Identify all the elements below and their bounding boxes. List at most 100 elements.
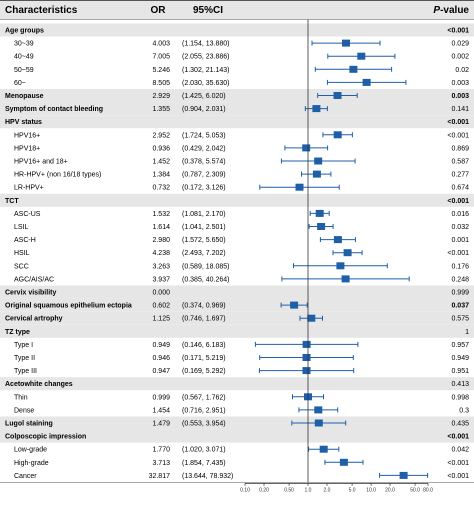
table-header: Characteristics OR 95%CI P-value	[5, 5, 469, 16]
row-p-value: 0.575	[451, 316, 469, 323]
row-or: 0.949	[152, 342, 170, 349]
row-label: HPV16+	[14, 132, 40, 139]
row-or: 1.355	[152, 106, 170, 113]
axis-tick-label: 20.0	[385, 487, 395, 493]
row-or: 1.770	[152, 447, 170, 454]
row-label: TZ type	[5, 329, 30, 336]
row-ci: (1.302, 21.143)	[182, 67, 229, 74]
or-marker	[302, 354, 311, 361]
row-label: 60~	[14, 80, 26, 87]
row-ci: (0.904, 2.031)	[182, 106, 226, 113]
row-label: Original squamous epithelium ectopia	[5, 303, 132, 310]
row-label: LSIL	[14, 224, 29, 231]
row-label: Menopause	[5, 93, 44, 100]
header-ci: 95%CI	[193, 5, 223, 16]
or-marker	[312, 170, 321, 178]
row-p-value: 0.277	[451, 172, 469, 179]
row-or: 4.238	[152, 250, 170, 257]
row-or: 0.947	[152, 368, 170, 375]
row-p-value: 1	[465, 329, 469, 336]
row-or: 1.532	[152, 211, 170, 218]
row-or: 32.817	[149, 473, 171, 480]
row-ci: (0.567, 1.762)	[182, 394, 226, 401]
row-or: 1.479	[152, 421, 170, 428]
table-rules	[0, 0, 474, 483]
or-marker	[314, 157, 323, 165]
row-or: 2.980	[152, 237, 170, 244]
axis-tick-label: 1.0	[305, 487, 312, 493]
row-label: Dense	[14, 407, 34, 414]
axis-tick-label: 0.10	[240, 487, 250, 493]
row-or: 0.999	[152, 394, 170, 401]
row-label: LR-HPV+	[14, 185, 44, 192]
row-or: 2.929	[152, 93, 170, 100]
axis-tick-label: 5.0	[349, 487, 356, 493]
row-ci: (0.553, 3.954)	[182, 421, 226, 428]
row-ci: (0.374, 0.969)	[182, 303, 226, 310]
section-shading	[0, 0, 474, 443]
axis-tick-label: 2.0	[324, 487, 331, 493]
row-p-value: <0.001	[447, 434, 469, 441]
x-axis: 0.10 0.20 0.50 1.0 2.0 5.0 10.0 20.0 50.0 80.0	[240, 482, 433, 493]
row-shade	[0, 89, 474, 102]
row-p-value: 0.032	[451, 224, 469, 231]
row-label: Cancer	[14, 473, 37, 480]
axis-tick-label: 0.50	[284, 487, 294, 493]
row-shade	[0, 298, 474, 312]
row-p-value: 0.951	[451, 368, 469, 375]
row-label: TCT	[5, 198, 19, 205]
or-marker	[343, 249, 352, 257]
row-or: 2.952	[152, 132, 170, 139]
row-or: 0.000	[152, 290, 170, 297]
row-p-value: 0.176	[451, 263, 469, 270]
row-label: AGC/AIS/AC	[14, 276, 54, 283]
row-p-value: 0.029	[451, 41, 469, 48]
row-or: 1.125	[152, 316, 170, 323]
row-shade	[0, 102, 474, 116]
or-marker	[333, 236, 342, 244]
row-ci: (13.644, 78.932)	[182, 473, 233, 480]
row-p-value: <0.001	[447, 28, 469, 35]
row-label: Type III	[14, 368, 37, 375]
row-label: HR-HPV+ (non 16/18 types)	[14, 172, 101, 179]
row-shade	[0, 285, 474, 299]
row-label: 40~49	[14, 54, 34, 61]
row-or: 3.937	[152, 276, 170, 283]
row-ci: (0.378, 5.574)	[182, 159, 226, 166]
row-ci: (0.589, 18.085)	[182, 263, 229, 270]
row-p-value: <0.001	[447, 250, 469, 257]
row-p-value: 0.037	[451, 303, 469, 310]
row-or: 0.732	[152, 185, 170, 192]
or-marker	[319, 445, 328, 453]
or-marker	[399, 471, 408, 479]
or-marker	[312, 105, 321, 113]
header-p-italic: P	[433, 5, 440, 16]
row-ci: (2.493, 7.202)	[182, 250, 226, 257]
row-p-value: <0.001	[447, 132, 469, 139]
or-marker	[295, 183, 304, 191]
table-rows: Age groups <0.001 30~39 4.003 (1.154, 13.880…	[5, 28, 469, 480]
header-p-rest: -value	[440, 5, 469, 16]
row-ci: (0.746, 1.697)	[182, 316, 226, 323]
row-ci: (0.787, 2.309)	[182, 172, 226, 179]
header-shade	[0, 0, 474, 19]
or-marker	[336, 262, 345, 270]
row-label: Thin	[14, 394, 28, 401]
row-label: HPV16+ and 18+	[14, 159, 68, 166]
row-or: 7.005	[152, 54, 170, 61]
row-p-value: 0.413	[451, 381, 469, 388]
row-p-value: <0.001	[447, 198, 469, 205]
row-ci: (1.425, 6.020)	[182, 93, 226, 100]
header-characteristics: Characteristics	[5, 5, 78, 16]
row-label: Lugol staining	[5, 421, 53, 428]
row-ci: (0.172, 3.126)	[182, 185, 226, 192]
row-shade	[0, 429, 474, 443]
row-or: 0.602	[152, 303, 170, 310]
row-label: 30~39	[14, 41, 34, 48]
row-label: Colposcopic impression	[5, 434, 86, 441]
row-ci: (0.716, 2.951)	[182, 407, 226, 414]
row-label: ASC-H	[14, 237, 36, 244]
row-ci: (2.055, 23.886)	[182, 54, 229, 61]
or-marker	[333, 131, 342, 139]
